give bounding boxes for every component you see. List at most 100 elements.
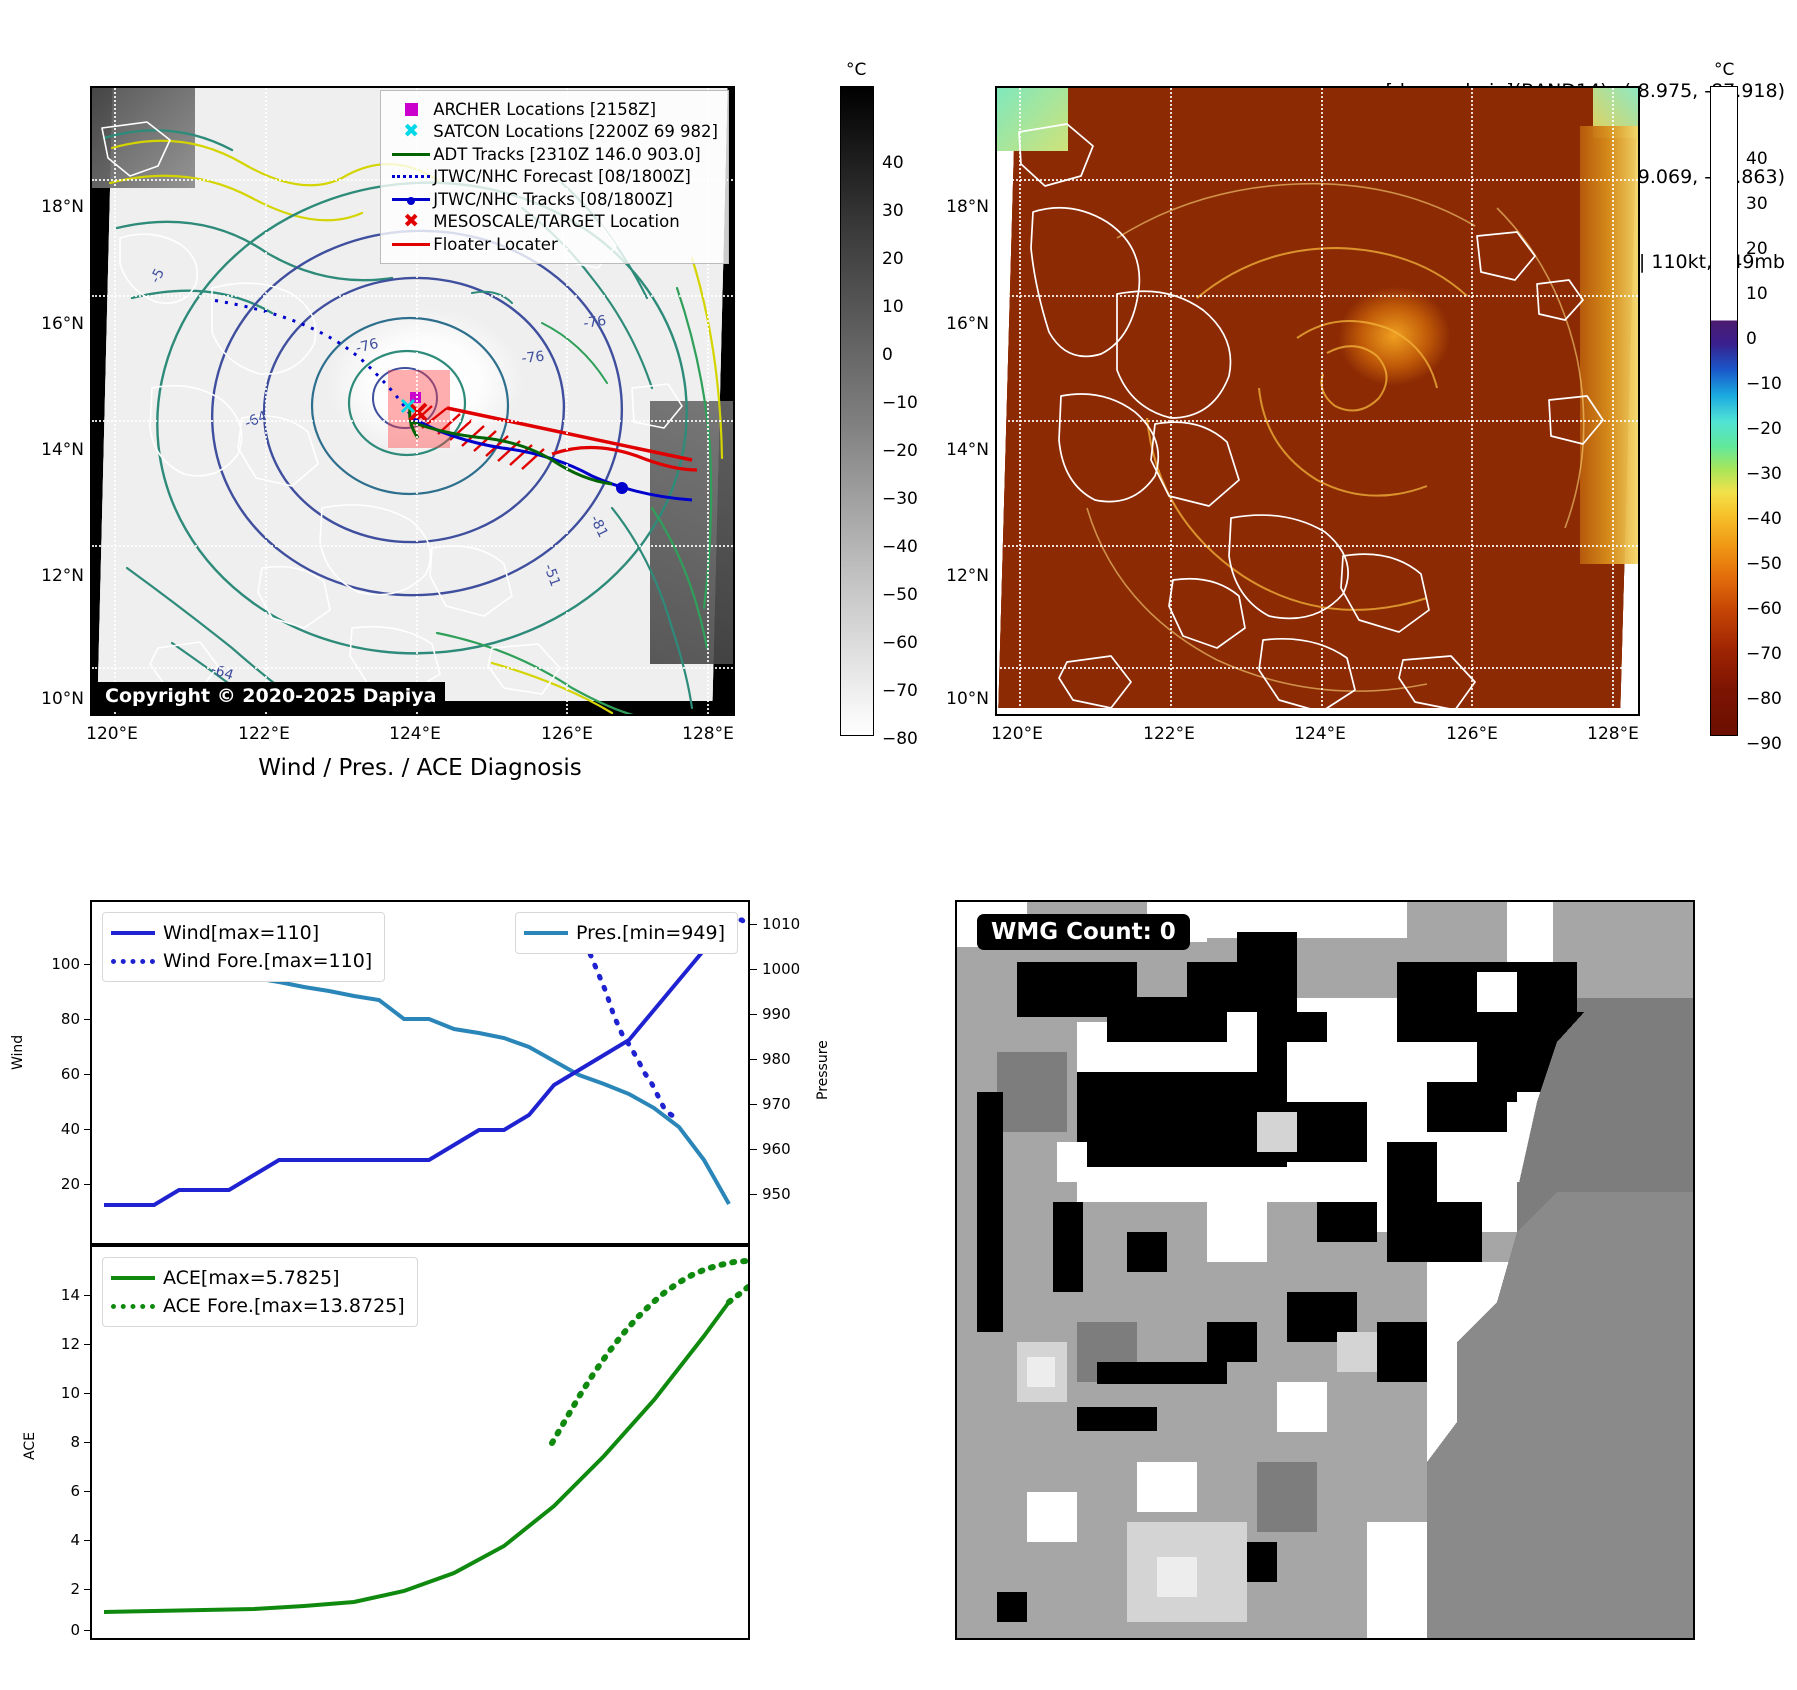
awv-warm-band-east [1580, 125, 1638, 564]
copyright-notice: Copyright © 2020-2025 Dapiya [96, 682, 446, 710]
pressure-tickmark-980 [750, 1059, 757, 1060]
awv-gridline-16N [997, 294, 1638, 297]
ir-lat-label-18N: 18°N [41, 197, 84, 217]
ir-colorbar-tick-minus20: −20 [882, 441, 918, 461]
pressure-ytick-960: 960 [762, 1140, 791, 1158]
legend-item-pressure[interactable]: Pres.[min=949] [524, 919, 725, 947]
pressure-ytick-990: 990 [762, 1005, 791, 1023]
legend-item-jtwc-forecast[interactable]: JTWC/NHC Forecast [08/1800Z] [389, 166, 718, 189]
ir-gridline-128E [707, 88, 710, 714]
awv-colorbar-tick-minus80: −80 [1746, 689, 1782, 709]
legend-item-wind[interactable]: Wind[max=110] [111, 919, 372, 947]
awv-lon-label-128E: 128°E [1587, 724, 1639, 744]
awv-colorbar-gradient [1710, 86, 1738, 736]
legend-item-satcon[interactable]: ✖ SATCON Locations [2200Z 69 982] [389, 121, 718, 144]
wind-ytick-40: 40 [60, 1120, 80, 1138]
filled-square-icon [389, 102, 433, 116]
ace-tickmark-0 [84, 1630, 91, 1631]
pressure-tickmark-970 [750, 1104, 757, 1105]
ir-lon-label-122E: 122°E [238, 724, 290, 744]
pressure-ytick-970: 970 [762, 1095, 791, 1113]
solid-line-red-icon [389, 242, 433, 246]
legend-item-wind-forecast[interactable]: Wind Fore.[max=110] [111, 947, 372, 975]
dotted-line-icon [389, 175, 433, 179]
svg-text:-64: -64 [209, 662, 236, 684]
legend-label-adt: ADT Tracks [2310Z 146.0 903.0] [433, 144, 701, 164]
awv-colorbar-tick-minus10: −10 [1746, 374, 1782, 394]
wind-ytick-60: 60 [60, 1065, 80, 1083]
wind-pressure-chart[interactable]: Wind[max=110] Wind Fore.[max=110] Pres.[… [90, 900, 750, 1245]
pressure-tickmark-990 [750, 1014, 757, 1015]
svg-text:-51: -51 [540, 562, 563, 589]
ace-chart[interactable]: ACE[max=5.7825] ACE Fore.[max=13.8725] [90, 1245, 750, 1640]
legend-item-floater[interactable]: Floater Locater [389, 233, 718, 256]
legend-item-archer[interactable]: ARCHER Locations [2158Z] [389, 98, 718, 121]
ace-tickmark-2 [84, 1589, 91, 1590]
wmg-classification-map[interactable]: WMG Count: 0 [955, 900, 1695, 1640]
awv-colorbar-tick-40: 40 [1746, 149, 1768, 169]
ir-gridline-120E [114, 88, 117, 714]
awv-gridline-10N [997, 667, 1638, 670]
awv-colorbar-tick-minus30: −30 [1746, 464, 1782, 484]
pressure-tickmark-950 [750, 1194, 757, 1195]
legend-item-ace[interactable]: ACE[max=5.7825] [111, 1264, 405, 1292]
awv-satellite-map[interactable] [995, 86, 1640, 716]
ir-gridline-122E [265, 88, 268, 714]
awv-lon-label-126E: 126°E [1446, 724, 1498, 744]
legend-label-satcon: SATCON Locations [2200Z 69 982] [433, 122, 718, 142]
legend-label-wind: Wind[max=110] [163, 922, 320, 944]
awv-colorbar-unit: °C [1714, 60, 1735, 80]
svg-text:-76: -76 [354, 336, 380, 357]
legend-label-pressure: Pres.[min=949] [576, 922, 725, 944]
wind-tickmark-60 [84, 1074, 91, 1075]
legend-item-jtwc-tracks[interactable]: JTWC/NHC Tracks [08/1800Z] [389, 188, 718, 211]
awv-gridline-12N [997, 544, 1638, 547]
ace-ytick-4: 4 [70, 1531, 80, 1549]
wind-tickmark-20 [84, 1184, 91, 1185]
pressure-ytick-1010: 1010 [762, 915, 801, 933]
ace-tickmark-12 [84, 1344, 91, 1345]
legend-label-wind-forecast: Wind Fore.[max=110] [163, 950, 373, 972]
ace-tickmark-14 [84, 1295, 91, 1296]
ir-gridline-124E [415, 88, 418, 714]
svg-text:-5: -5 [147, 266, 168, 286]
ace-chart-legend: ACE[max=5.7825] ACE Fore.[max=13.8725] [102, 1257, 418, 1327]
ir-colorbar-tick-minus70: −70 [882, 681, 918, 701]
awv-colorbar-tick-minus70: −70 [1746, 644, 1782, 664]
ir-colorbar-tick-minus60: −60 [882, 633, 918, 653]
ir-colorbar-tick-minus50: −50 [882, 585, 918, 605]
awv-gridline-120E [1019, 88, 1022, 714]
solid-blue-line-icon [111, 931, 163, 935]
legend-label-ace: ACE[max=5.7825] [163, 1267, 340, 1289]
legend-label-floater: Floater Locater [433, 234, 558, 254]
wind-chart-legend-right: Pres.[min=949] [515, 912, 738, 954]
ace-tickmark-4 [84, 1540, 91, 1541]
ir-colorbar-tick-minus30: −30 [882, 489, 918, 509]
ir-colorbar-tick-minus10: −10 [882, 393, 918, 413]
ace-ytick-2: 2 [70, 1580, 80, 1598]
dotted-blue-line-icon [111, 958, 163, 964]
ace-ytick-8: 8 [70, 1433, 80, 1451]
legend-item-adt[interactable]: ADT Tracks [2310Z 146.0 903.0] [389, 143, 718, 166]
awv-lat-label-14N: 14°N [946, 440, 989, 460]
legend-item-mesoscale[interactable]: ✖ MESOSCALE/TARGET Location [389, 211, 718, 234]
awv-gridline-128E [1612, 88, 1615, 714]
ace-ytick-0: 0 [70, 1621, 80, 1639]
awv-lat-label-12N: 12°N [946, 566, 989, 586]
ir-satellite-map[interactable]: -76 -76 -76 -64 -64 -81 -51 -5 ARCHER Lo… [90, 86, 735, 716]
ir-gridline-16N [92, 294, 733, 297]
pressure-tickmark-1010 [750, 924, 757, 925]
awv-lat-label-16N: 16°N [946, 314, 989, 334]
ace-tickmark-6 [84, 1491, 91, 1492]
legend-item-ace-forecast[interactable]: ACE Fore.[max=13.8725] [111, 1292, 405, 1320]
awv-cold-top-northwest [997, 88, 1068, 151]
awv-gridline-124E [1320, 88, 1323, 714]
dotted-green-line-icon [111, 1303, 163, 1309]
ace-tickmark-10 [84, 1393, 91, 1394]
wind-ytick-20: 20 [60, 1175, 80, 1193]
svg-text:-76: -76 [582, 313, 607, 332]
wmg-count-badge: WMG Count: 0 [977, 914, 1190, 950]
line-with-dot-icon [389, 196, 433, 205]
pressure-ytick-950: 950 [762, 1185, 791, 1203]
awv-gridline-122E [1170, 88, 1173, 714]
